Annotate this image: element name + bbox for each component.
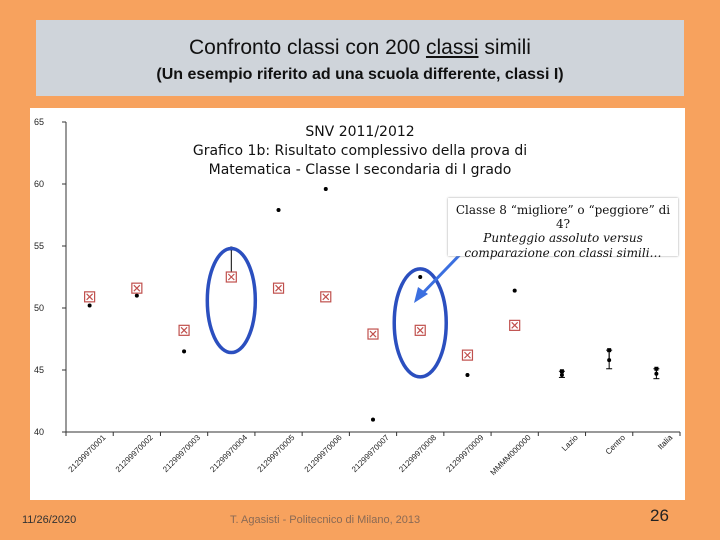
series-1-point [276, 208, 281, 213]
series-1-point [323, 186, 328, 191]
chart-title-line: Matematica - Classe I secondaria di I gr… [209, 162, 512, 178]
series-3-marker-cross [464, 351, 471, 359]
y-tick-label: 60 [34, 179, 44, 189]
series-3-marker-cross [133, 284, 141, 292]
series-1-point [418, 275, 423, 279]
callout-ellipse-1 [205, 246, 258, 355]
y-tick-label: 50 [34, 303, 44, 313]
x-tick-label: Lazio [560, 433, 580, 453]
y-tick-label: 55 [34, 241, 44, 251]
x-tick-label: 21299970005 [256, 433, 297, 474]
page-number: 26 [650, 506, 669, 525]
x-tick-label: Centro [604, 433, 628, 457]
series-3-marker-cross [275, 284, 282, 292]
series-3-marker-cross [511, 321, 519, 329]
x-tick-label: 21299970008 [397, 433, 438, 474]
callout-box: Classe 8 “migliore” o “peggiore” di 4? P… [448, 198, 678, 260]
plot-panel [30, 108, 685, 500]
series-1-point [134, 293, 139, 298]
callout-line-3: comparazione con classi simili… [464, 246, 662, 260]
y-tick-label: 45 [34, 365, 44, 375]
x-tick-label: MMMM000000 [489, 433, 533, 477]
series-3-marker-cross [86, 293, 94, 301]
series-1-point [607, 358, 612, 363]
x-tick-label: 21299970001 [67, 433, 108, 474]
chart-title-line: SNV 2011/2012 [305, 124, 414, 140]
slide-title: Confronto classi con 200 classi simili [189, 36, 531, 59]
title-box: Confronto classi con 200 classi simili (… [36, 20, 684, 96]
callout-line-2: Punteggio assoluto versus [483, 231, 643, 245]
series-2-point [559, 369, 564, 374]
series-1-point [182, 349, 187, 354]
series-2-point [654, 366, 659, 371]
footer-credit: T. Agasisti - Politecnico di Milano, 201… [230, 514, 421, 526]
x-tick-label: 21299970006 [303, 433, 344, 474]
x-tick-label: 21299970003 [161, 433, 202, 474]
footer-date: 11/26/2020 [22, 514, 77, 526]
x-tick-label: Italia [656, 433, 675, 452]
chart-title-line: Grafico 1b: Risultato complessivo della … [193, 143, 527, 159]
series-2-point [607, 348, 612, 353]
series-3-marker-cross [322, 293, 330, 301]
series-1-point [654, 371, 659, 376]
series-3-marker-cross [369, 330, 377, 338]
x-tick-label: 21299970004 [208, 433, 249, 474]
slide-subtitle: (Un esempio riferito ad una scuola diffe… [156, 66, 564, 83]
series-1-point [465, 372, 470, 377]
y-tick-label: 65 [34, 117, 44, 127]
series-3-marker-cross [416, 326, 424, 334]
series-3-marker-cross [180, 326, 188, 334]
y-tick-label: 40 [34, 427, 44, 437]
callout-ellipse-2 [392, 267, 448, 379]
series-1-point [559, 372, 564, 377]
x-tick-label: 21299970007 [350, 433, 391, 474]
series-1-point [371, 417, 375, 422]
series-3-marker-cross [227, 273, 235, 281]
x-tick-label: 21299970002 [114, 433, 155, 474]
x-tick-label: 21299970009 [444, 433, 485, 474]
title-link-word: classi [425, 36, 479, 59]
callout-arrow-head [414, 287, 428, 303]
callout-line-1: Classe 8 “migliore” o “peggiore” di 4? [455, 203, 671, 231]
series-1-point [87, 303, 92, 308]
series-1-point [512, 288, 517, 293]
